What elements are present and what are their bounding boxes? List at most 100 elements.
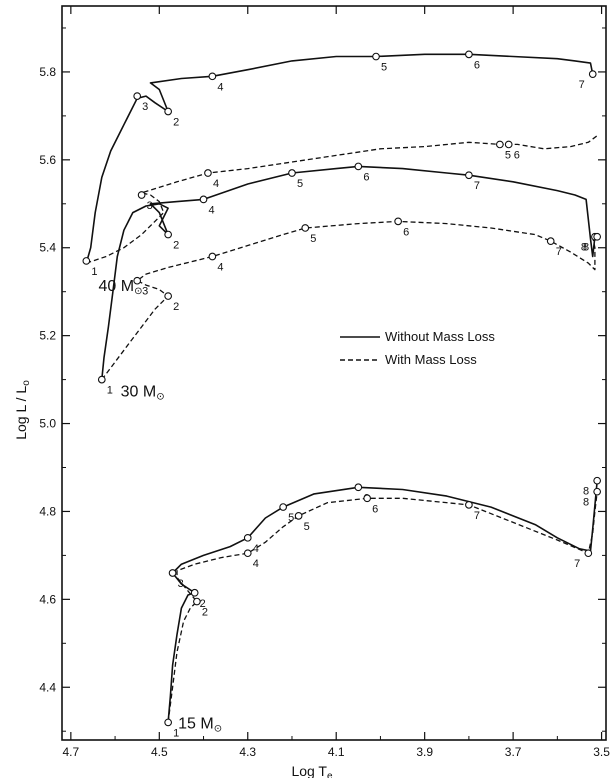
evolution-point-marker [164,718,172,727]
evolution-point-marker [301,224,310,232]
evolution-point-label: 6 [372,503,378,515]
evolution-point-label: 5 [304,521,310,533]
y-axis-label: Log L / Lo [13,380,32,440]
series-line-dashed [101,220,596,380]
evolution-point-label: 3 [142,286,148,298]
solar-symbol: ⊙ [134,286,142,297]
evolution-point-marker [354,162,363,171]
series-line-solid [85,53,594,264]
evolution-point-label: 4 [209,204,215,216]
evolution-point-marker [584,549,593,558]
y-tick-label: 4.4 [39,680,56,694]
marker-layer: 234567134561245678324567813245682456778 [82,50,602,739]
evolution-point-label: 7 [474,180,480,192]
evolution-point-label: 5 [288,512,294,524]
y-tick-label: 5.8 [39,65,56,79]
evolution-point-marker [137,191,146,199]
evolution-point-marker [465,501,473,509]
evolution-point-label: 6 [403,226,409,238]
evolution-point-marker [208,252,217,261]
evolution-point-marker [82,257,91,265]
evolution-point-label: 6 [514,149,520,161]
evolution-point-label: 4 [253,543,259,555]
evolution-point-label: 1 [91,266,97,278]
evolution-point-label: 3 [147,200,153,212]
evolution-point-label: 8 [581,242,587,254]
evolution-point-label: 2 [173,240,179,252]
y-tick-label: 5.6 [39,153,56,167]
mass-label-unit: M [200,715,213,732]
evolution-point-label: 7 [574,558,580,570]
x-axis-label-main: Log T [291,763,327,778]
evolution-point-label: 8 [583,486,589,498]
evolution-point-marker [164,292,172,300]
x-tick-label: 4.7 [63,745,80,759]
evolution-point-label: 6 [474,59,480,71]
evolution-point-label: 1 [173,727,179,739]
evolution-point-label: 2 [202,607,208,619]
series-line-dashed [86,135,598,264]
evolution-point-label: 2 [200,598,206,610]
mass-label-number: 40 [99,278,121,295]
evolution-point-label: 8 [583,497,589,509]
evolution-point-marker [593,232,602,241]
evolution-point-marker [164,107,172,116]
ticks-layer: 4.7 4.5 4.3 4.1 3.9 3.7 3.5 4.4 4.6 4.8 5.0 5.2 5.4 5… [39,6,610,759]
y-tick-label: 4.6 [39,592,56,606]
series-line-dashed [167,491,598,723]
y-tick-label: 4.8 [39,504,56,518]
evolution-point-marker [199,195,208,204]
y-axis-label-main: Log L / L [13,386,29,440]
plot-border [61,5,607,741]
series-line-solid [101,165,596,380]
evolution-point-marker [593,476,602,485]
evolution-point-marker [97,375,106,384]
y-tick-label: 5.4 [39,241,56,255]
evolution-point-marker [496,140,504,149]
evolution-point-label: 4 [217,81,223,93]
evolution-point-marker [193,597,201,606]
evolution-point-marker [588,70,597,78]
evolution-point-label: 4 [253,558,259,570]
evolution-point-label: 5 [310,233,316,245]
evolution-point-label: 2 [173,301,179,313]
y-axis-label-subscript: o [21,380,32,386]
series-line-solid [167,480,598,723]
mass-label-layer: 40 M⊙30 M⊙15 M⊙ [99,278,223,734]
mass-label-number: 30 [121,384,143,401]
series-layer [85,53,598,723]
evolution-point-label: 8 [583,242,589,254]
mass-label-unit: M [121,278,134,295]
x-tick-label: 4.1 [328,745,345,759]
evolution-point-marker [204,169,212,177]
evolution-point-label: 4 [217,262,223,274]
evolution-point-label: 6 [363,171,369,183]
evolution-point-marker [208,72,217,81]
evolution-point-marker [133,92,142,100]
legend: Without Mass Loss With Mass Loss [340,329,495,367]
evolution-point-marker [288,169,296,177]
y-tick-label: 5.2 [39,329,56,343]
evolution-point-marker [465,171,473,180]
evolution-point-marker [372,52,380,61]
evolution-point-marker [354,483,363,492]
evolution-point-marker [133,276,142,285]
evolution-point-marker [465,50,473,59]
evolution-point-marker [243,533,252,542]
evolution-point-label: 5 [297,178,303,190]
evolution-point-label: 3 [142,101,148,113]
legend-label-with-mass-loss: With Mass Loss [385,352,477,367]
evolution-point-marker [394,217,402,226]
evolution-point-marker [363,494,372,503]
evolution-point-label: 4 [213,178,219,190]
evolution-point-marker [190,588,199,597]
evolution-point-label: 1 [107,385,113,397]
mass-label: 30 M⊙ [121,384,165,403]
evolution-point-label: 3 [178,578,184,590]
solar-symbol: ⊙ [156,392,164,403]
evolution-point-marker [294,511,303,520]
mass-label: 15 M⊙ [178,715,222,734]
evolution-point-label: 2 [173,116,179,128]
evolution-point-marker [504,140,513,149]
